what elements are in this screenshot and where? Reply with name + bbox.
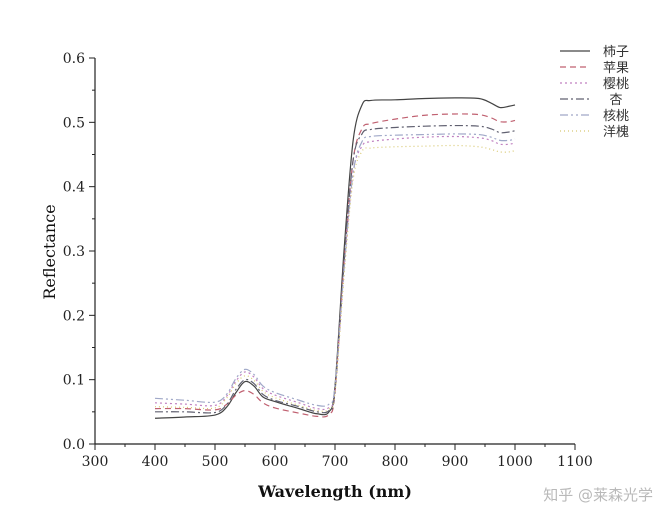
legend-label-6: 洋槐	[603, 124, 629, 140]
y-tick-label: 0.1	[63, 373, 85, 389]
x-tick-label: 500	[202, 454, 229, 470]
x-tick-label: 800	[382, 454, 409, 470]
y-tick-label: 0.6	[63, 51, 85, 67]
legend-label-5: 核桃	[603, 109, 629, 124]
legend-label-2: 苹果	[603, 61, 629, 76]
legend-label-3: 樱桃	[603, 76, 629, 92]
y-tick-label: 0.3	[63, 244, 85, 260]
x-tick-label: 600	[262, 454, 289, 470]
axes: 300 400 500 600 700 800 900 1000 1100 0.0 0.1 0.2 0.…	[63, 51, 593, 470]
legend-label-1: 柿子	[603, 44, 629, 60]
series-line-5	[154, 133, 516, 407]
legend-label-4: 杏	[609, 93, 622, 108]
y-tick-label: 0.2	[63, 308, 85, 324]
series-line-4	[154, 124, 516, 414]
x-axis-label: Wavelength (nm)	[257, 482, 412, 501]
y-tick-label: 0.0	[63, 437, 85, 453]
y-tick-label: 0.4	[63, 180, 85, 196]
y-axis-label: Reflectance	[40, 204, 59, 299]
y-tick-label: 0.5	[63, 115, 85, 131]
x-tick-label: 700	[322, 454, 349, 470]
series-line-6	[154, 144, 516, 412]
series-line-2	[154, 113, 516, 418]
x-tick-label: 1100	[557, 454, 593, 470]
x-tick-label: 300	[82, 454, 109, 470]
series-layer	[154, 97, 516, 419]
series-line-1	[154, 97, 516, 419]
x-tick-label: 400	[142, 454, 169, 470]
watermark-text: 知乎 @莱森光学	[543, 486, 653, 504]
x-tick-label: 900	[442, 454, 469, 470]
x-tick-label: 1000	[497, 454, 533, 470]
series-line-3	[154, 135, 516, 411]
